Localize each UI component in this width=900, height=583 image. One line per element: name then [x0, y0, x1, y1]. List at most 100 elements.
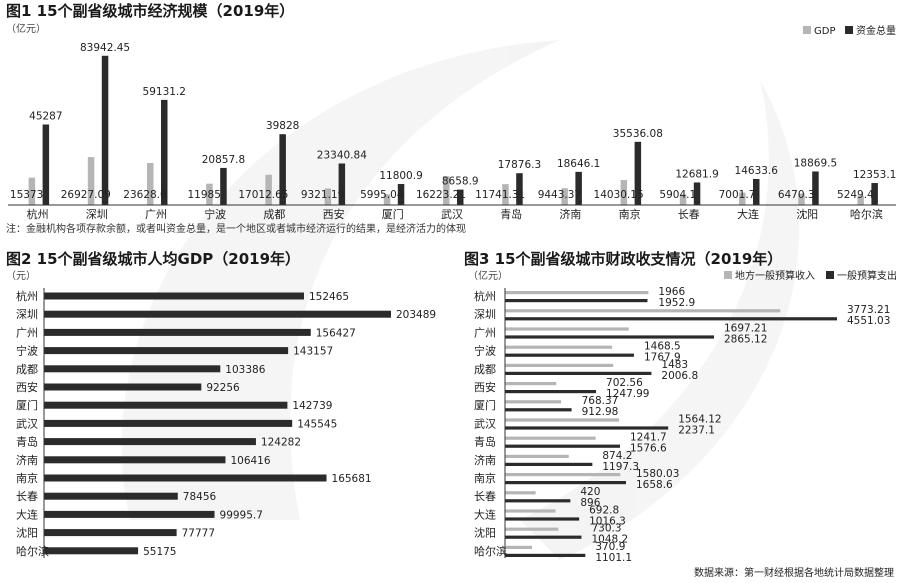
figure3-bar-expenditure	[505, 390, 597, 394]
figure3-label-revenue: 1697.21	[724, 322, 767, 334]
figure1-bar-funds	[457, 189, 464, 205]
figure2-category-label: 西安	[16, 380, 38, 394]
legend-swatch-expenditure	[826, 271, 834, 279]
figure1-legend: GDP 资金总量	[803, 24, 896, 37]
figure1-bars: 15373 45287 26927.09 83942.45 23628.6 59131.2…	[10, 42, 896, 205]
figure1-category-labels: 杭州 深圳 广州 宁波 成都 西安 厦门 武汉 青岛 济南 南京 长春 大连 沈阳 哈尔滨	[27, 207, 883, 221]
figure3-category-label: 大连	[474, 507, 496, 521]
figure3-label-revenue: 1241.7	[630, 432, 667, 444]
figure3-category-label: 青岛	[474, 435, 496, 449]
figure2-value-label: 142739	[292, 400, 332, 412]
figure3-bar-revenue	[505, 309, 781, 313]
figure1-category-label: 武汉	[441, 208, 463, 221]
figure3-label-expenditure: 2865.12	[724, 333, 767, 345]
legend-label-revenue: 地方一般预算收入	[735, 269, 815, 282]
figure1-bar-gdp	[147, 162, 154, 205]
figure3-label-revenue: 1483	[661, 359, 688, 371]
figure1-category-label: 宁波	[204, 207, 226, 221]
figure2-bar	[44, 347, 289, 355]
figure3-bar-expenditure	[505, 535, 582, 539]
figure3-label-expenditure: 912.98	[582, 406, 619, 418]
figure3-label-revenue: 1564.12	[678, 413, 721, 425]
figure3-label-revenue: 420	[580, 486, 600, 498]
figure1-label-funds: 39828	[266, 120, 299, 132]
figure1-bar-funds	[634, 141, 642, 205]
figure2-value-label: 106416	[230, 455, 270, 467]
figure1-category-label: 广州	[145, 208, 167, 221]
figure3-label-revenue: 3773.21	[847, 304, 890, 316]
figure2-value-label: 103386	[225, 364, 265, 376]
figure3-category-label: 深圳	[474, 308, 496, 321]
figure1-bar-funds	[42, 124, 50, 205]
figure3-bar-revenue	[505, 418, 620, 422]
figure3-label-revenue: 730.3	[591, 523, 621, 535]
figure2-bar	[44, 310, 391, 318]
figure1-label-funds: 17876.3	[498, 159, 541, 171]
figure2-bar-chart: 图2 15个副省级城市人均GDP（2019年） （元） 杭州 152465 深圳 20…	[6, 250, 436, 558]
figure2-category-label: 青岛	[16, 435, 38, 449]
figure1-bar-gdp	[28, 177, 36, 205]
figure1-bar-gdp	[443, 176, 450, 205]
figure1-bar-funds	[161, 99, 168, 205]
figure1-bar-funds	[220, 167, 227, 205]
figure3-bar-expenditure	[505, 353, 634, 357]
figure1-label-gdp: 6470.3	[778, 189, 815, 201]
figure3-category-label: 杭州	[474, 289, 496, 303]
figure1-bar-gdp	[324, 188, 332, 205]
figure1-label-gdp: 11741.31	[475, 189, 525, 201]
figure1-category-label: 厦门	[382, 207, 404, 221]
figure1-bar-gdp	[502, 184, 509, 205]
figure1-bar-gdp	[679, 194, 687, 205]
figure1-bar-gdp	[206, 183, 213, 205]
figure2-category-label: 广州	[16, 326, 38, 339]
figure1-label-funds: 23340.84	[317, 150, 367, 162]
figure2-value-label: 156427	[316, 327, 356, 339]
figure1-bar-funds	[871, 183, 878, 205]
figure2-bar	[44, 510, 215, 518]
figure1-label-funds: 59131.2	[143, 86, 186, 98]
figure3-bar-expenditure	[505, 481, 626, 485]
figure1-unit: （亿元）	[6, 22, 46, 35]
figure3-label-expenditure: 2006.8	[661, 370, 698, 382]
figure1-category-label: 西安	[323, 207, 345, 221]
figure3-label-expenditure: 1101.1	[595, 552, 632, 564]
figure1-category-label: 青岛	[500, 207, 522, 221]
figure1-label-gdp: 7001.7	[719, 189, 756, 201]
figure1-label-gdp: 11985	[187, 189, 220, 201]
figure3-bar-revenue	[505, 382, 557, 386]
figure3-bar-revenue	[505, 363, 614, 367]
figure2-bar	[44, 365, 221, 373]
figure3-category-label: 济南	[474, 453, 496, 467]
figure3-bar-expenditure	[505, 444, 621, 448]
figure3-bar-revenue	[505, 436, 596, 440]
figure1-bar-gdp	[620, 180, 628, 205]
figure2-bar	[44, 419, 293, 427]
figure2-bar	[44, 547, 139, 555]
figure1-title: 图1 15个副省级城市经济规模（2019年）	[6, 2, 294, 20]
figure1-label-funds: 18646.1	[557, 158, 600, 170]
figure1-category-label: 济南	[559, 207, 581, 221]
figure3-bar-expenditure	[505, 317, 837, 321]
figure1-label-gdp: 5904.1	[659, 189, 696, 201]
figure1-category-label: 南京	[619, 207, 641, 221]
figure1-category-label: 大连	[737, 207, 759, 221]
figure2-category-label: 济南	[16, 453, 38, 467]
figure2-value-label: 145545	[297, 418, 337, 430]
figure3-label-expenditure: 4551.03	[847, 315, 890, 327]
figure1-label-funds: 14633.6	[735, 165, 779, 177]
figure1-label-funds: 35536.08	[613, 128, 663, 140]
figure1-category-label: 哈尔滨	[850, 207, 883, 221]
figure2-category-label: 深圳	[16, 308, 38, 321]
figure1-bar-gdp	[739, 192, 746, 205]
figure2-bar	[44, 328, 311, 336]
legend-label-expenditure: 一般预算支出	[837, 269, 897, 282]
figure2-title: 图2 15个副省级城市人均GDP（2019年）	[6, 250, 300, 268]
figure2-bar	[44, 529, 177, 537]
figure3-bar-revenue	[505, 291, 649, 295]
figure2-value-label: 152465	[309, 291, 349, 303]
figure3-label-expenditure: 1952.9	[658, 297, 695, 309]
figure1-bar-funds	[693, 182, 701, 205]
figure3-bar-expenditure	[505, 553, 586, 557]
figure2-value-label: 124282	[261, 437, 301, 449]
